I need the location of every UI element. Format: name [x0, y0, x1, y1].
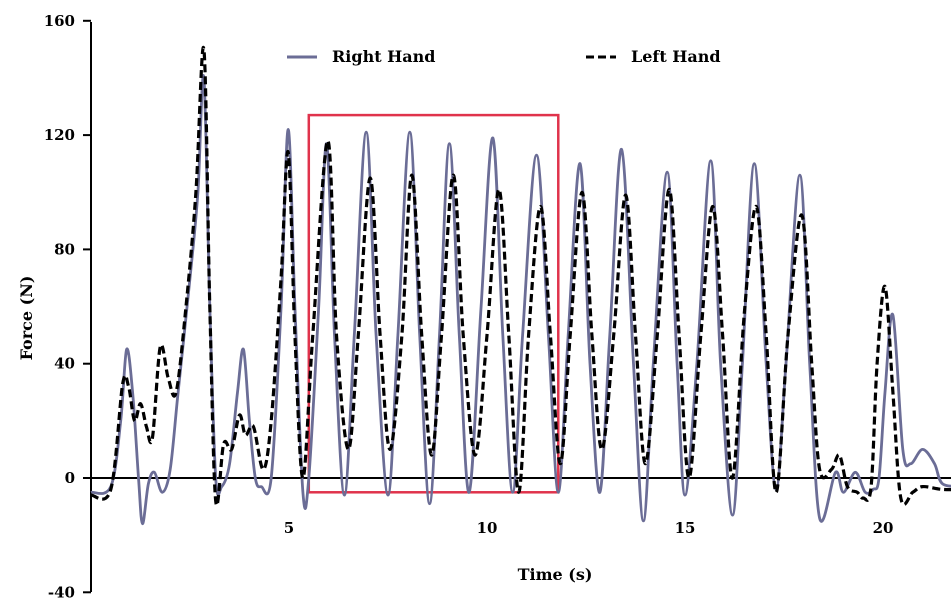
y-tick-label: 40 — [54, 355, 75, 373]
axes: -40 0 40 80 120 160 5 10 15 20 — [44, 12, 951, 599]
x-tick-label: 15 — [675, 519, 696, 537]
legend-label-left-hand: Left Hand — [631, 47, 721, 66]
series-line-left-hand — [90, 45, 951, 507]
series-layer — [90, 45, 951, 526]
series-line-right-hand — [90, 74, 951, 526]
highlight-box-layer — [307, 113, 560, 494]
y-tick-label: 80 — [54, 240, 75, 258]
y-tick-label: 160 — [44, 12, 75, 30]
x-tick-label: 10 — [477, 519, 498, 537]
y-tick-label: -40 — [48, 583, 75, 599]
x-axis-title: Time (s) — [518, 565, 593, 584]
x-tick-label: 20 — [873, 519, 894, 537]
y-axis-title: Force (N) — [17, 276, 36, 361]
x-tick-label: 5 — [284, 519, 294, 537]
highlight-box — [307, 113, 560, 494]
legend: Right Hand Left Hand — [287, 47, 721, 66]
y-tick-label: 120 — [44, 126, 75, 144]
y-tick-label: 0 — [65, 469, 75, 487]
legend-label-right-hand: Right Hand — [332, 47, 435, 66]
